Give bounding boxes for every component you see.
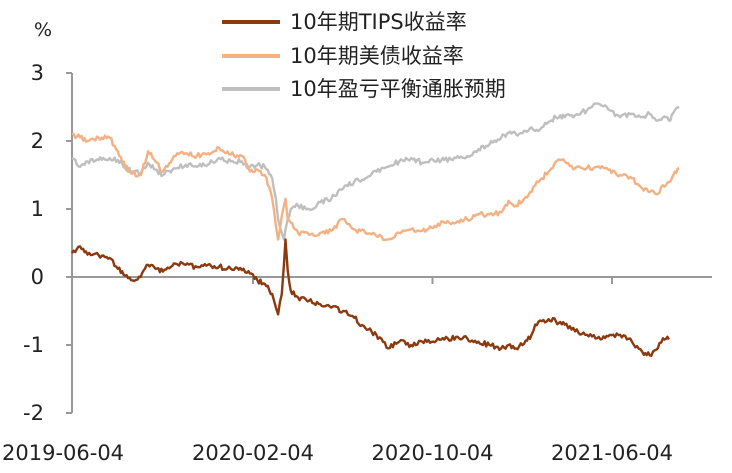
chart-legend: 10年期TIPS收益率 10年期美债收益率 10年盈亏平衡通胀预期 <box>222 10 506 101</box>
y-tick-label: 1 <box>31 197 44 221</box>
y-tick-label: 0 <box>31 265 44 289</box>
y-axis: 3 2 1 0 -1 -2 <box>23 61 73 425</box>
y-tick-label: -2 <box>23 401 44 425</box>
x-axis: 2019-06-04 2020-02-04 2020-10-04 2021-06-04 <box>2 276 712 465</box>
legend-label-3: 10年盈亏平衡通胀预期 <box>290 77 506 101</box>
x-tick-label: 2020-10-04 <box>371 441 493 465</box>
x-tick-label: 2019-06-04 <box>2 441 124 465</box>
x-tick-label: 2020-02-04 <box>192 441 314 465</box>
y-axis-unit-label: % <box>34 19 52 41</box>
x-tick-label: 2021-06-04 <box>551 441 673 465</box>
y-tick-label: 3 <box>31 61 44 85</box>
legend-label-2: 10年期美债收益率 <box>290 44 464 68</box>
series-line-2 <box>71 132 680 242</box>
y-tick-label: 2 <box>31 129 44 153</box>
series-line-3 <box>71 102 680 241</box>
y-tick-label: -1 <box>23 333 44 357</box>
series-layer <box>70 102 680 357</box>
legend-label-1: 10年期TIPS收益率 <box>290 10 467 34</box>
series-line-1 <box>70 238 670 357</box>
